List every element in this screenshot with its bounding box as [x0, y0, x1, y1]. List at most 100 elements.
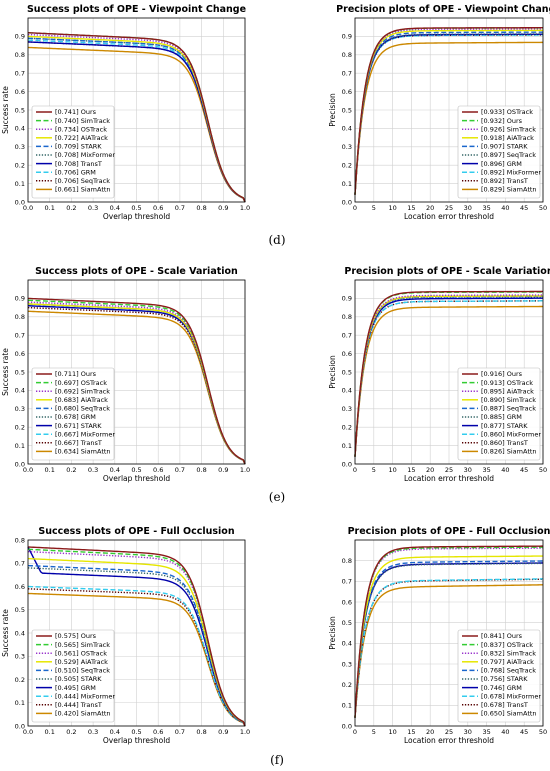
y-tick-label: 0.6 — [342, 350, 352, 358]
x-tick-label: 0.0 — [23, 204, 33, 212]
y-tick-label: 0.4 — [342, 125, 352, 133]
legend-label: [0.505] STARK — [55, 675, 102, 683]
series-line — [354, 31, 544, 195]
series-line — [354, 290, 544, 457]
legend-label: [0.680] SeqTrack — [55, 405, 110, 413]
y-axis-label: Precision — [328, 355, 337, 389]
panel-label-d: (d) — [268, 233, 285, 247]
series-line — [354, 33, 543, 195]
series-line — [354, 305, 544, 457]
panel-label-e: (e) — [269, 490, 285, 504]
x-tick-label: 0.3 — [88, 466, 98, 474]
chart-grid: Success plots of OPE - Viewpoint Change 0… — [1, 4, 550, 745]
x-tick-label: 10 — [388, 466, 396, 474]
y-tick-label: 0.3 — [15, 653, 25, 661]
legend-label: [0.708] MixFormer — [55, 151, 115, 159]
y-axis-label: Success rate — [1, 348, 10, 396]
x-tick-label: 30 — [464, 204, 472, 212]
y-tick-label: 0.3 — [342, 143, 352, 151]
legend-label: [0.650] SiamAttn — [481, 710, 537, 718]
chart-5: Precision plots of OPE - Full Occlusion 0… — [328, 526, 550, 745]
y-tick-label: 0.6 — [15, 350, 25, 358]
x-tick-label: 25 — [445, 728, 453, 736]
y-tick-label: 0.3 — [15, 405, 25, 413]
y-tick-label: 0.9 — [15, 295, 25, 303]
x-tick-label: 0.1 — [45, 466, 55, 474]
x-tick-label: 0.6 — [153, 204, 163, 212]
x-tick-label: 5 — [372, 204, 376, 212]
x-tick-label: 0.2 — [66, 466, 76, 474]
x-tick-label: 0.2 — [66, 728, 76, 736]
legend-label: [0.706] SeqTrack — [55, 177, 110, 185]
series-line — [354, 29, 544, 195]
y-tick-label: 0.2 — [15, 162, 25, 170]
y-tick-label: 0.9 — [342, 33, 352, 41]
series-line — [27, 557, 246, 727]
x-axis-label: Overlap threshold — [103, 474, 170, 483]
y-tick-label: 0.6 — [15, 583, 25, 591]
series-line — [354, 28, 544, 195]
x-tick-label: 0.5 — [131, 466, 141, 474]
y-tick-label: 0.7 — [342, 332, 352, 340]
y-tick-label: 0.9 — [15, 33, 25, 41]
chart-title: Success plots of OPE - Viewpoint Change — [27, 4, 246, 15]
y-tick-label: 0.2 — [342, 162, 352, 170]
x-tick-label: 15 — [407, 466, 415, 474]
legend-label: [0.797] AiATrack — [481, 658, 534, 666]
x-tick-label: 45 — [520, 466, 528, 474]
legend-label: [0.678] MixFormer — [481, 692, 541, 700]
x-tick-label: 5 — [372, 728, 376, 736]
y-tick-label: 0.7 — [342, 70, 352, 78]
x-tick-label: 0.5 — [131, 204, 141, 212]
series-line — [354, 27, 543, 195]
legend-box — [457, 629, 541, 723]
x-tick-label: 10 — [388, 204, 396, 212]
y-tick-label: 0.2 — [15, 676, 25, 684]
series-line — [354, 546, 544, 718]
axes-frame — [27, 279, 246, 465]
x-tick-label: 0.6 — [153, 728, 163, 736]
x-tick-label: 0.4 — [110, 466, 120, 474]
x-tick-label: 0.1 — [45, 728, 55, 736]
y-tick-label: 0.0 — [342, 198, 352, 206]
legend-label: [0.722] AiATrack — [55, 134, 108, 142]
y-tick-label: 0.6 — [342, 88, 352, 96]
legend-label: [0.711] Ours — [55, 370, 97, 378]
x-tick-label: 30 — [464, 466, 472, 474]
legend-label: [0.661] SiamAttn — [55, 186, 111, 194]
legend-label: [0.692] SimTrack — [55, 387, 110, 395]
x-tick-label: 50 — [539, 466, 547, 474]
x-tick-label: 40 — [501, 466, 509, 474]
x-tick-label: 35 — [482, 204, 490, 212]
y-tick-label: 0.7 — [15, 560, 25, 568]
legend-label: [0.887] SeqTrack — [481, 405, 536, 413]
x-tick-label: 10 — [388, 728, 396, 736]
series-line — [27, 546, 246, 727]
y-tick-label: 0.1 — [342, 442, 352, 450]
legend-label: [0.444] TransT — [55, 701, 102, 709]
x-axis-label: Location error threshold — [404, 736, 494, 745]
y-tick-label: 0.8 — [15, 51, 25, 59]
panel-label-f: (f) — [270, 753, 284, 767]
legend-label: [0.667] TransT — [55, 439, 102, 447]
series-line — [354, 578, 544, 718]
legend-label: [0.510] SeqTrack — [55, 667, 110, 675]
series-line — [354, 545, 544, 718]
legend-label: [0.932] Ours — [481, 117, 523, 125]
axes-frame — [27, 17, 246, 203]
x-axis-label: Location error threshold — [404, 212, 494, 221]
x-tick-label: 40 — [501, 728, 509, 736]
series-line — [354, 584, 544, 718]
y-tick-label: 0.1 — [15, 442, 25, 450]
chart-title: Precision plots of OPE - Viewpoint Chang… — [336, 4, 550, 15]
y-tick-label: 0.8 — [342, 51, 352, 59]
legend-label: [0.709] STARK — [55, 143, 102, 151]
legend-label: [0.837] OSTrack — [481, 641, 533, 649]
legend-label: [0.890] SimTrack — [481, 396, 536, 404]
x-tick-label: 1.0 — [240, 466, 250, 474]
legend-box — [31, 367, 115, 461]
series-line — [27, 592, 246, 727]
y-tick-label: 0.8 — [15, 536, 25, 544]
chart-title: Success plots of OPE - Full Occlusion — [38, 526, 234, 537]
x-tick-label: 0.3 — [88, 204, 98, 212]
